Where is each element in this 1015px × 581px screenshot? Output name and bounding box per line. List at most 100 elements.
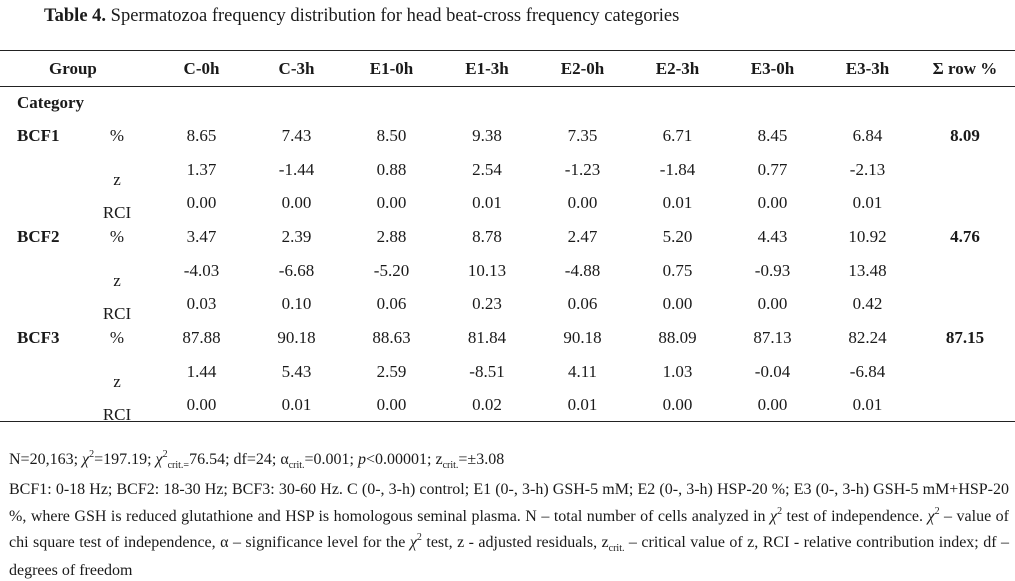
value-cell: 7.35 xyxy=(567,125,598,145)
column-header: E3-3h xyxy=(845,59,890,78)
value-cell: 0.00 xyxy=(186,395,217,415)
bottom-rule xyxy=(0,421,1015,422)
row-label-cell: BCF2% xyxy=(0,220,154,254)
table-row: RCI 0.00 0.00 0.00 0.01 0.00 0.01 0.00 0.01 xyxy=(0,186,1015,220)
value-cell: 3.47 xyxy=(186,226,217,246)
value-cell: 88.63 xyxy=(372,327,411,347)
value-cell: 10.92 xyxy=(848,226,887,246)
value-cell: 0.00 xyxy=(281,193,312,213)
value-cell: 0.02 xyxy=(472,395,502,415)
value-cell: 0.00 xyxy=(757,294,788,314)
value-cell: -1.23 xyxy=(564,159,601,179)
value-cell: 5.43 xyxy=(281,361,312,381)
empty-cell xyxy=(725,87,820,119)
metric-label: RCI xyxy=(102,405,132,423)
table-number: Table 4. xyxy=(44,6,107,26)
value-cell: 88.09 xyxy=(658,327,697,347)
table-row: RCI 0.03 0.10 0.06 0.23 0.06 0.00 0.00 0.42 xyxy=(0,287,1015,321)
value-cell: 0.88 xyxy=(376,159,407,179)
value-cell: 10.13 xyxy=(467,260,507,280)
header-rule xyxy=(0,86,1015,87)
row-label-cell: RCI xyxy=(0,186,154,220)
column-header: C-0h xyxy=(183,59,220,78)
value-cell: 0.42 xyxy=(852,294,883,314)
table-row: BCF1% 8.65 7.43 8.50 9.38 7.35 6.71 8.45 6.84 8.0… xyxy=(0,119,1015,153)
value-cell: -0.93 xyxy=(754,260,791,280)
value-cell: 0.00 xyxy=(757,395,788,415)
group-header: Group xyxy=(49,59,97,78)
row-sum-cell xyxy=(915,254,1015,288)
value-cell: 0.06 xyxy=(567,294,598,314)
value-cell: 8.50 xyxy=(376,125,407,145)
empty-cell xyxy=(344,87,439,119)
value-cell: 2.59 xyxy=(376,361,407,381)
value-cell: -2.13 xyxy=(849,159,886,179)
group-name: BCF1 xyxy=(17,125,60,145)
metric-label: z xyxy=(113,371,121,389)
table-row: z 1.37 -1.44 0.88 2.54 -1.23 -1.84 0.77 -2.13 xyxy=(0,153,1015,187)
value-cell: 90.18 xyxy=(277,327,316,347)
value-cell: -0.04 xyxy=(754,361,791,381)
value-cell: 4.11 xyxy=(567,361,598,381)
row-sum-cell: 8.09 xyxy=(950,125,980,145)
table-row: BCF2% 3.47 2.39 2.88 8.78 2.47 5.20 4.43 10.92 4.… xyxy=(0,220,1015,254)
value-cell: 81.84 xyxy=(467,327,507,347)
empty-cell xyxy=(154,87,249,119)
value-cell: 0.77 xyxy=(757,159,788,179)
value-cell: 0.10 xyxy=(281,294,312,314)
value-cell: 6.84 xyxy=(852,125,883,145)
value-cell: -6.68 xyxy=(278,260,315,280)
row-sum-cell xyxy=(915,389,1015,423)
value-cell: 8.65 xyxy=(186,125,217,145)
value-cell: 5.20 xyxy=(662,226,693,246)
value-cell: -4.03 xyxy=(183,260,220,280)
column-header: E3-0h xyxy=(750,59,795,78)
value-cell: 0.00 xyxy=(567,193,598,213)
value-cell: 0.00 xyxy=(376,193,407,213)
value-cell: 7.43 xyxy=(281,125,312,145)
value-cell: 1.03 xyxy=(662,361,693,381)
value-cell: 0.01 xyxy=(852,193,883,213)
table-row: BCF3% 87.88 90.18 88.63 81.84 90.18 88.09 87.13… xyxy=(0,321,1015,355)
value-cell: 4.43 xyxy=(757,226,788,246)
table-row: z 1.44 5.43 2.59 -8.51 4.11 1.03 -0.04 -6.84 xyxy=(0,355,1015,389)
value-cell: 87.13 xyxy=(753,327,792,347)
value-cell: 8.78 xyxy=(472,226,502,246)
metric-label: % xyxy=(109,226,125,246)
row-label-cell: RCI xyxy=(0,287,154,321)
value-cell: 0.01 xyxy=(662,193,693,213)
metric-label: RCI xyxy=(102,304,132,322)
column-header: E1-0h xyxy=(369,59,414,78)
column-header: C-3h xyxy=(278,59,315,78)
value-cell: 8.45 xyxy=(757,125,788,145)
value-cell: 0.03 xyxy=(186,294,217,314)
row-sum-cell xyxy=(915,355,1015,389)
sum-header: Σ row % xyxy=(932,59,998,78)
value-cell: 0.00 xyxy=(376,395,407,415)
statistics-note: N=20,163; χ2=197.19; χ2crit.=76.54; df=2… xyxy=(9,449,505,471)
row-sum-cell xyxy=(915,287,1015,321)
column-header: E2-0h xyxy=(560,59,605,78)
group-name: BCF3 xyxy=(17,327,60,347)
value-cell: 0.23 xyxy=(472,294,502,314)
category-row: Category xyxy=(0,87,1015,119)
value-cell: -1.44 xyxy=(278,159,315,179)
row-sum-cell xyxy=(915,153,1015,187)
data-table: Group C-0h C-3h E1-0h E1-3h E2-0h E2-3h … xyxy=(0,51,1015,422)
row-sum-cell: 4.76 xyxy=(950,226,980,246)
value-cell: 2.39 xyxy=(281,226,312,246)
empty-cell xyxy=(630,87,725,119)
metric-label: RCI xyxy=(102,203,132,221)
metric-label: % xyxy=(109,327,125,347)
value-cell: 0.00 xyxy=(186,193,217,213)
value-cell: 0.06 xyxy=(376,294,407,314)
value-cell: 1.37 xyxy=(186,159,217,179)
value-cell: 82.24 xyxy=(848,327,887,347)
table-row: z -4.03 -6.68 -5.20 10.13 -4.88 0.75 -0.93 13.48 xyxy=(0,254,1015,288)
metric-label: z xyxy=(113,270,121,288)
value-cell: 9.38 xyxy=(472,125,502,145)
value-cell: 0.00 xyxy=(662,294,693,314)
table-caption: Table 4. Spermatozoa frequency distribut… xyxy=(44,6,679,27)
empty-cell xyxy=(820,87,915,119)
header-row: Group C-0h C-3h E1-0h E1-3h E2-0h E2-3h … xyxy=(0,51,1015,87)
